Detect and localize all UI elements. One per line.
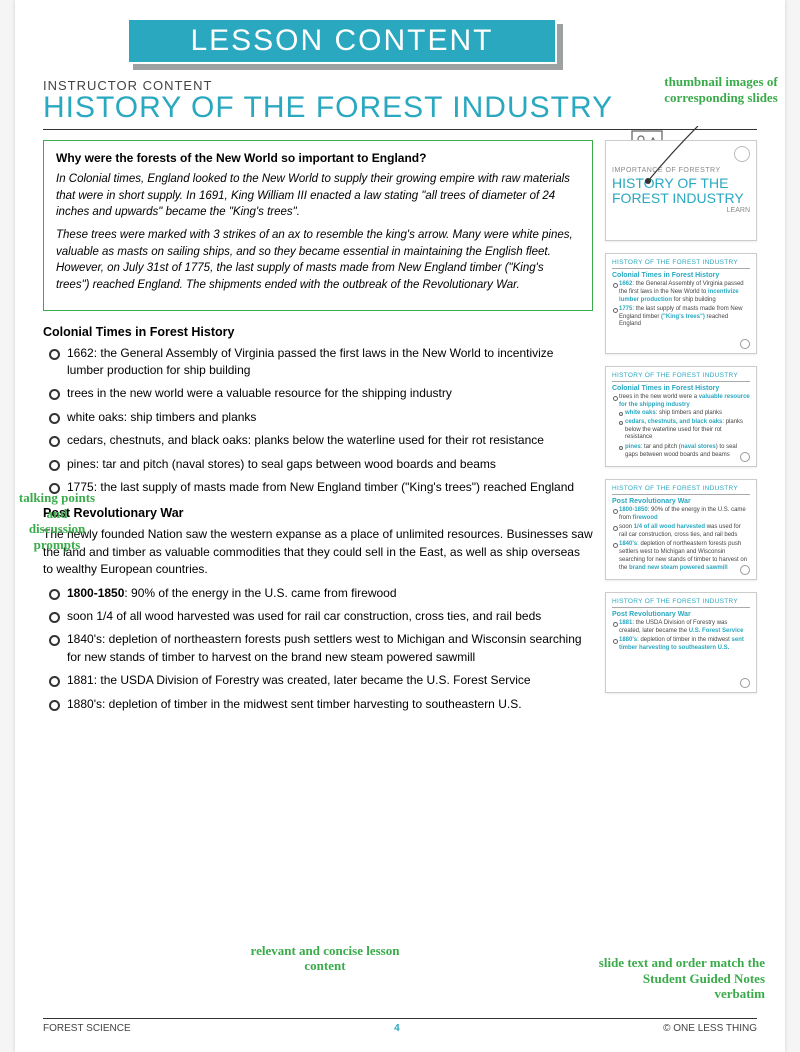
- thumb-cover-learn: LEARN: [612, 207, 750, 214]
- list-item: 1775: the last supply of masts made from…: [67, 479, 593, 496]
- thumb-sub: Colonial Times in Forest History: [612, 385, 750, 392]
- thumb-item: 1775: the last supply of masts made from…: [619, 306, 750, 329]
- footer-left: FOREST SCIENCE: [43, 1023, 131, 1034]
- thumb-item: trees in the new world were a valuable r…: [619, 394, 750, 459]
- banner-wrap: LESSON CONTENT: [43, 18, 757, 64]
- list-item: 1840's: depletion of northeastern forest…: [67, 631, 593, 666]
- footer: FOREST SCIENCE 4 © ONE LESS THING: [43, 1018, 757, 1034]
- seal-icon: [740, 452, 750, 462]
- thumb-head: HISTORY OF THE FOREST INDUSTRY: [612, 485, 750, 495]
- thumb-sub: Post Revolutionary War: [612, 498, 750, 505]
- thumb-list: 1881: the USDA Division of Forestry was …: [612, 620, 750, 653]
- thumb-list: 1800-1850: 90% of the energy in the U.S.…: [612, 507, 750, 572]
- list-item: 1662: the General Assembly of Virginia p…: [67, 345, 593, 380]
- discussion-box: Why were the forests of the New World so…: [43, 140, 593, 311]
- content-row: Why were the forests of the New World so…: [43, 140, 757, 719]
- thumb-list: 1662: the General Assembly of Virginia p…: [612, 281, 750, 329]
- thumb-subitem: pines: tar and pitch (naval stores) to s…: [625, 444, 750, 460]
- section-2-intro: The newly founded Nation saw the western…: [43, 526, 593, 578]
- slide-thumb-2: HISTORY OF THE FOREST INDUSTRY Colonial …: [605, 253, 757, 354]
- banner-text: LESSON CONTENT: [190, 24, 493, 58]
- seal-icon: [740, 339, 750, 349]
- thumb-item: soon 1/4 of all wood harvested was used …: [619, 524, 750, 540]
- list-item: trees in the new world were a valuable r…: [67, 385, 593, 402]
- thumb-subitem: white oaks: ship timbers and planks: [625, 410, 750, 418]
- section-title-1: Colonial Times in Forest History: [43, 325, 593, 339]
- discussion-question: Why were the forests of the New World so…: [56, 151, 580, 165]
- list-item: 1881: the USDA Division of Forestry was …: [67, 672, 593, 689]
- thumbnail-column: IMPORTANCE OF FORESTRY HISTORY OF THE FO…: [605, 140, 757, 719]
- slide-thumb-1: IMPORTANCE OF FORESTRY HISTORY OF THE FO…: [605, 140, 757, 241]
- list-item: 1880's: depletion of timber in the midwe…: [67, 696, 593, 713]
- slide-thumb-5: HISTORY OF THE FOREST INDUSTRY Post Revo…: [605, 592, 757, 693]
- thumb-item: 1662: the General Assembly of Virginia p…: [619, 281, 750, 304]
- list-item: 1800-1850: 90% of the energy in the U.S.…: [67, 585, 593, 602]
- thumb-head: HISTORY OF THE FOREST INDUSTRY: [612, 372, 750, 382]
- thumb-sub: Post Revolutionary War: [612, 611, 750, 618]
- thumb-subitem: cedars, chestnuts, and black oaks: plank…: [625, 419, 750, 442]
- list-item: white oaks: ship timbers and planks: [67, 409, 593, 426]
- page: LESSON CONTENT INSTRUCTOR CONTENT HISTOR…: [15, 0, 785, 1052]
- footer-right: © ONE LESS THING: [663, 1023, 757, 1034]
- main-column: Why were the forests of the New World so…: [43, 140, 593, 719]
- thumb-cover-label: IMPORTANCE OF FORESTRY: [612, 167, 750, 174]
- thumb-list: trees in the new world were a valuable r…: [612, 394, 750, 459]
- seal-icon: [740, 565, 750, 575]
- discussion-para-1: In Colonial times, England looked to the…: [56, 171, 580, 221]
- section-1-list: 1662: the General Assembly of Virginia p…: [43, 345, 593, 497]
- thumb-item: 1881: the USDA Division of Forestry was …: [619, 620, 750, 636]
- thumb-item: 1800-1850: 90% of the energy in the U.S.…: [619, 507, 750, 523]
- banner: LESSON CONTENT: [127, 18, 557, 64]
- list-item: soon 1/4 of all wood harvested was used …: [67, 608, 593, 625]
- discussion-para-2: These trees were marked with 3 strikes o…: [56, 227, 580, 294]
- page-title: HISTORY OF THE FOREST INDUSTRY: [43, 91, 757, 125]
- thumb-item: 1880's: depletion of timber in the midwe…: [619, 637, 750, 653]
- footer-page: 4: [394, 1023, 400, 1034]
- section-title-2: Post Revolutionary War: [43, 506, 593, 520]
- section-2-list: 1800-1850: 90% of the energy in the U.S.…: [43, 585, 593, 713]
- seal-icon: [740, 678, 750, 688]
- thumb-sub: Colonial Times in Forest History: [612, 272, 750, 279]
- callout-slide-text: slide text and order match the Student G…: [595, 955, 765, 1002]
- callout-thumbnails: thumbnail images of corresponding slides: [661, 74, 781, 105]
- thumb-item: 1840's: depletion of northeastern forest…: [619, 541, 750, 572]
- callout-content: relevant and concise lesson content: [245, 943, 405, 974]
- thumb-head: HISTORY OF THE FOREST INDUSTRY: [612, 259, 750, 269]
- slide-thumb-3: HISTORY OF THE FOREST INDUSTRY Colonial …: [605, 366, 757, 467]
- seal-icon: [734, 146, 750, 162]
- slide-thumb-4: HISTORY OF THE FOREST INDUSTRY Post Revo…: [605, 479, 757, 580]
- thumb-head: HISTORY OF THE FOREST INDUSTRY: [612, 598, 750, 608]
- thumb-cover-title: HISTORY OF THE FOREST INDUSTRY: [612, 176, 750, 205]
- list-item: cedars, chestnuts, and black oaks: plank…: [67, 432, 593, 449]
- list-item: pines: tar and pitch (naval stores) to s…: [67, 456, 593, 473]
- callout-talking-points: talking points and discussion prompts: [17, 490, 97, 552]
